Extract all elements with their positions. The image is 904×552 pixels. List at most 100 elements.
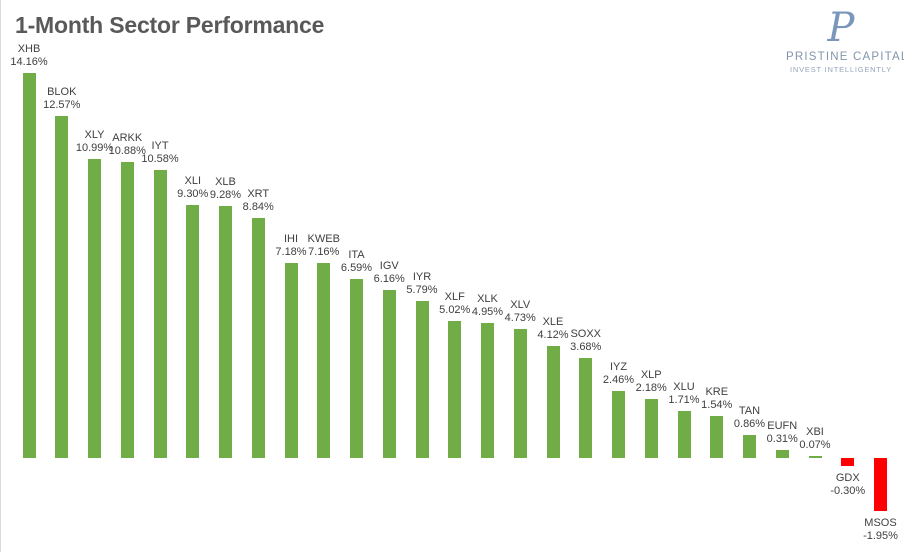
bar-value: 8.84% bbox=[242, 200, 274, 213]
bar-eufn bbox=[775, 449, 789, 458]
bar-kre bbox=[710, 416, 724, 458]
bar-label-iyt: IYT 10.58% bbox=[118, 140, 202, 166]
bar-ticker: XLY bbox=[84, 129, 105, 142]
bar-ticker: MSOS bbox=[864, 517, 897, 530]
bar-iyz bbox=[612, 391, 625, 458]
bar-value: 6.16% bbox=[373, 273, 405, 286]
bar-value: 6.59% bbox=[340, 261, 373, 274]
bar-ticker: IYT bbox=[151, 140, 169, 153]
bar-ticker: XLK bbox=[477, 293, 498, 306]
bar-ticker: IYR bbox=[412, 270, 432, 283]
bar-xlp bbox=[644, 398, 658, 458]
bar-ticker: ITA bbox=[348, 248, 365, 261]
logo-brand-name: PRISTINE CAPITAL bbox=[786, 51, 904, 63]
bar-label-kre: KRE 1.54% bbox=[675, 386, 759, 412]
bar-blok bbox=[55, 116, 69, 458]
bar-value: 4.12% bbox=[537, 328, 569, 341]
bar-value: 5.02% bbox=[439, 304, 471, 317]
bar-label-soxx: SOXX 3.68% bbox=[544, 328, 628, 354]
bar-ticker: IGV bbox=[379, 260, 399, 273]
bar-label-blok: BLOK 12.57% bbox=[20, 86, 104, 112]
bar-value: 9.28% bbox=[209, 188, 242, 201]
bar-value: 14.16% bbox=[10, 55, 48, 68]
bar-label-xlv: XLV 4.73% bbox=[478, 299, 562, 325]
bar-label-msos: MSOS -1.95% bbox=[839, 517, 904, 543]
bar-label-xlu: XLU 1.71% bbox=[642, 381, 726, 407]
bar-ticker: XLB bbox=[215, 175, 236, 188]
bar-value: -1.95% bbox=[863, 530, 898, 543]
bar-value: 4.95% bbox=[471, 306, 504, 319]
chart-title: 1-Month Sector Performance bbox=[15, 12, 325, 38]
bar-label-iyz: IYZ 2.46% bbox=[577, 361, 661, 387]
bar-value: 2.46% bbox=[602, 374, 635, 387]
bar-ticker: XRT bbox=[247, 187, 270, 200]
logo-tagline: INVEST INTELLIGENTLY bbox=[790, 65, 892, 74]
bar-ticker: XHB bbox=[17, 42, 41, 55]
bar-value: -0.30% bbox=[830, 485, 866, 498]
bar-gdx bbox=[841, 458, 855, 467]
bar-ticker: KRE bbox=[705, 386, 729, 399]
bar-value: 0.31% bbox=[766, 432, 798, 445]
bar-tan bbox=[743, 434, 756, 458]
bar-xlu bbox=[677, 411, 691, 458]
bar-xlk bbox=[481, 323, 494, 458]
bar-ticker: XBI bbox=[806, 426, 824, 438]
bar-ticker: XLF bbox=[444, 291, 465, 304]
bar-value: 7.18% bbox=[275, 245, 307, 258]
logo-monogram-p-icon: P bbox=[827, 5, 855, 51]
pristine-capital-logo: P PRISTINE CAPITAL INVEST INTELLIGENTLY bbox=[786, 5, 904, 74]
bar-xlb bbox=[219, 205, 232, 458]
bar-value: 3.68% bbox=[570, 340, 602, 353]
bar-value: 0.07% bbox=[799, 439, 831, 451]
bar-value: 10.58% bbox=[141, 153, 179, 166]
bar-label-xlk: XLK 4.95% bbox=[446, 293, 530, 319]
bar-xbi bbox=[808, 456, 822, 458]
bar-ihi bbox=[284, 262, 298, 458]
bar-xlf bbox=[448, 321, 462, 458]
bar-ita bbox=[350, 278, 363, 458]
bar-xrt bbox=[251, 217, 265, 458]
bar-xhb bbox=[22, 72, 36, 458]
bar-ticker: ARKK bbox=[112, 132, 143, 145]
bar-igv bbox=[382, 290, 396, 458]
bar-label-ita: ITA 6.59% bbox=[315, 249, 399, 275]
bar-msos bbox=[874, 458, 887, 512]
bar-ticker: XLI bbox=[184, 175, 201, 188]
bar-arkk bbox=[120, 162, 134, 458]
bar-label-xle: XLE 4.12% bbox=[511, 316, 595, 342]
bar-label-eufn: EUFN 0.31% bbox=[740, 420, 824, 446]
bar-value: 4.73% bbox=[504, 312, 536, 325]
bar-ticker: SOXX bbox=[570, 327, 602, 340]
bar-label-xrt: XRT 8.84% bbox=[216, 188, 300, 214]
bar-label-xbi: XBI 0.07% bbox=[773, 426, 857, 452]
bar-ticker: EUFN bbox=[767, 419, 798, 432]
bar-ticker: BLOK bbox=[47, 86, 77, 99]
bar-value: 5.79% bbox=[406, 283, 438, 296]
bar-value: 9.30% bbox=[177, 188, 209, 201]
bar-ticker: IYZ bbox=[609, 361, 628, 374]
bar-label-arkk: ARKK 10.88% bbox=[85, 132, 169, 158]
bar-value: 2.18% bbox=[635, 381, 667, 394]
bar-ticker: GDX bbox=[835, 472, 860, 485]
bar-value: 10.99% bbox=[75, 142, 114, 155]
bar-label-xly: XLY 10.99% bbox=[53, 129, 137, 155]
bar-xle bbox=[546, 345, 560, 458]
bar-label-iyr: IYR 5.79% bbox=[380, 271, 464, 297]
bar-soxx bbox=[579, 357, 593, 458]
bar-ticker: XLU bbox=[673, 381, 695, 394]
bar-iyt bbox=[153, 170, 167, 458]
bar-ticker: XLV bbox=[510, 299, 531, 312]
bar-ticker: XLE bbox=[542, 315, 564, 328]
bar-value: 12.57% bbox=[43, 99, 81, 112]
bar-label-xlb: XLB 9.28% bbox=[184, 176, 268, 202]
bar-iyr bbox=[415, 300, 429, 458]
bar-label-xli: XLI 9.30% bbox=[151, 175, 235, 201]
bar-ticker: KWEB bbox=[307, 233, 340, 246]
bar-label-ihi: IHI 7.18% bbox=[249, 233, 333, 259]
bar-kweb bbox=[317, 263, 331, 458]
bar-xly bbox=[88, 159, 101, 458]
bar-label-xlf: XLF 5.02% bbox=[413, 291, 497, 317]
bar-value: 10.88% bbox=[108, 145, 146, 158]
